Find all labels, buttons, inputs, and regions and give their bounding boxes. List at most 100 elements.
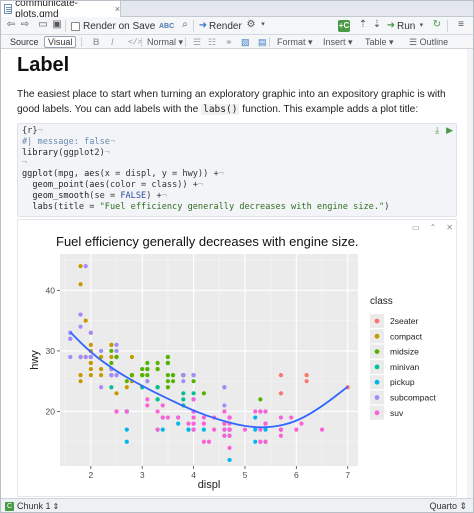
- data-point-suv: [124, 409, 129, 414]
- data-point-subcompact: [222, 403, 227, 408]
- data-point-suv: [242, 427, 248, 432]
- vertical-scrollbar[interactable]: [467, 49, 473, 498]
- document-icon: [4, 4, 13, 14]
- data-point-suv: [114, 409, 119, 414]
- data-point-compact: [78, 282, 83, 287]
- data-point-subcompact: [99, 348, 104, 354]
- legend-key-midsize: [374, 349, 380, 354]
- x-tick-label: 2: [88, 470, 93, 480]
- data-point-compact: [88, 342, 93, 347]
- data-point-subcompact: [83, 354, 88, 360]
- data-point-midsize: [165, 360, 170, 366]
- scatter-plot: Fuel efficiency generally decreases with…: [29, 234, 436, 491]
- data-point-2seater: [304, 379, 309, 384]
- gear-icon[interactable]: ⚙: [246, 19, 256, 30]
- bullet-list-icon[interactable]: ☰: [193, 37, 202, 47]
- x-tick-label: 7: [345, 470, 350, 480]
- render-on-save-label: Render on Save: [83, 20, 156, 32]
- run-button[interactable]: ➜ Run ▾: [385, 19, 427, 33]
- clear-output-icon[interactable]: ✕: [446, 223, 453, 232]
- table-menu[interactable]: Table ▾: [365, 37, 394, 47]
- close-tab-icon[interactable]: ×: [114, 4, 120, 14]
- data-point-subcompact: [181, 373, 186, 378]
- data-point-midsize: [109, 348, 114, 354]
- data-point-compact: [99, 373, 104, 378]
- code-chunk[interactable]: {r}¬ #| message: false¬ library(ggplot2)…: [17, 123, 457, 217]
- forward-arrow-icon[interactable]: ⇨: [20, 19, 30, 30]
- data-point-midsize: [155, 360, 160, 366]
- data-point-suv: [258, 409, 263, 414]
- run-chunk-icon[interactable]: ▶: [446, 125, 453, 135]
- code-button[interactable]: </>: [128, 37, 143, 46]
- data-point-compact: [109, 342, 114, 347]
- data-point-suv: [201, 439, 206, 444]
- bold-button[interactable]: B: [93, 37, 100, 47]
- chunk-navigator[interactable]: C Chunk 1 ⇕: [5, 501, 59, 511]
- render-on-save-checkbox[interactable]: [71, 21, 80, 31]
- data-point-suv: [253, 409, 258, 414]
- paragraph-style-dropdown[interactable]: Normal ▾: [147, 37, 184, 47]
- table-icon[interactable]: ▤: [258, 37, 267, 47]
- open-new-window-icon[interactable]: ▭: [38, 19, 48, 30]
- data-point-suv: [299, 421, 304, 426]
- data-point-compact: [109, 354, 114, 360]
- data-point-suv: [319, 427, 325, 432]
- smooth-line: [69, 331, 349, 429]
- data-point-compact: [83, 318, 88, 323]
- data-point-compact: [129, 354, 135, 360]
- x-tick-label: 3: [140, 470, 145, 480]
- data-point-suv: [160, 415, 165, 420]
- format-toolbar: Source Visual B I </> Normal ▾ ☰ ☷ ⚭ ▧ ▤…: [1, 35, 473, 49]
- rerun-icon[interactable]: ↻: [432, 19, 442, 30]
- visual-mode-button[interactable]: Visual: [44, 36, 77, 48]
- data-point-subcompact: [68, 354, 73, 360]
- format-menu-label: Format: [277, 37, 306, 47]
- y-axis-label: hwy: [29, 350, 41, 370]
- go-to-chunk-icon[interactable]: ⇡: [358, 19, 368, 30]
- data-point-suv: [212, 427, 217, 432]
- numbered-list-icon[interactable]: ☷: [208, 37, 217, 47]
- go-to-chunk-down-icon[interactable]: ⇣: [372, 19, 382, 30]
- italic-button[interactable]: I: [111, 37, 114, 47]
- chevron-down-icon[interactable]: ▾: [261, 21, 265, 28]
- back-arrow-icon[interactable]: ⇦: [6, 19, 16, 30]
- file-tab[interactable]: communicate-plots.qmd ×: [1, 1, 121, 20]
- data-point-midsize: [155, 366, 160, 372]
- data-point-suv: [263, 439, 268, 444]
- save-icon[interactable]: ▣: [52, 19, 62, 30]
- link-icon[interactable]: ⚭: [225, 37, 233, 47]
- data-point-suv: [191, 421, 196, 426]
- collapse-output-icon[interactable]: ⌃: [429, 223, 437, 232]
- image-icon[interactable]: ▧: [241, 37, 250, 47]
- data-point-suv: [263, 421, 268, 426]
- insert-menu[interactable]: Insert ▾: [323, 37, 353, 47]
- insert-menu-label: Insert: [323, 37, 346, 47]
- render-on-save-toggle[interactable]: Render on Save: [71, 19, 155, 33]
- render-button[interactable]: ➜ Render: [197, 19, 242, 33]
- spellcheck-icon[interactable]: ABC: [159, 22, 175, 30]
- data-point-subcompact: [181, 379, 186, 384]
- data-point-pickup: [253, 415, 258, 420]
- data-point-midsize: [129, 373, 135, 378]
- document-type[interactable]: Quarto ⇕: [429, 501, 467, 511]
- data-point-compact: [78, 373, 83, 378]
- legend-label-midsize: midsize: [390, 347, 419, 357]
- data-point-pickup: [263, 427, 268, 432]
- inline-code: labs(): [201, 104, 240, 115]
- expand-output-icon[interactable]: ▭: [412, 223, 420, 232]
- data-point-midsize: [201, 391, 206, 396]
- chunk-icon: C: [5, 501, 14, 511]
- status-bar: C Chunk 1 ⇕ Quarto ⇕: [1, 498, 473, 512]
- data-point-subcompact: [78, 312, 83, 317]
- format-menu[interactable]: Format ▾: [277, 37, 313, 47]
- data-point-suv: [222, 421, 227, 426]
- insert-chunk-button[interactable]: +C: [338, 19, 350, 33]
- source-mode-button[interactable]: Source: [10, 37, 39, 47]
- data-point-compact: [88, 360, 93, 366]
- find-icon[interactable]: ⌕: [182, 19, 188, 30]
- menu-icon[interactable]: ≡: [458, 19, 464, 30]
- data-point-suv: [278, 433, 284, 438]
- legend-label-2seater: 2seater: [390, 316, 419, 326]
- run-previous-chunks-icon[interactable]: ⤓: [435, 125, 440, 135]
- outline-button[interactable]: ☰ Outline: [409, 36, 448, 48]
